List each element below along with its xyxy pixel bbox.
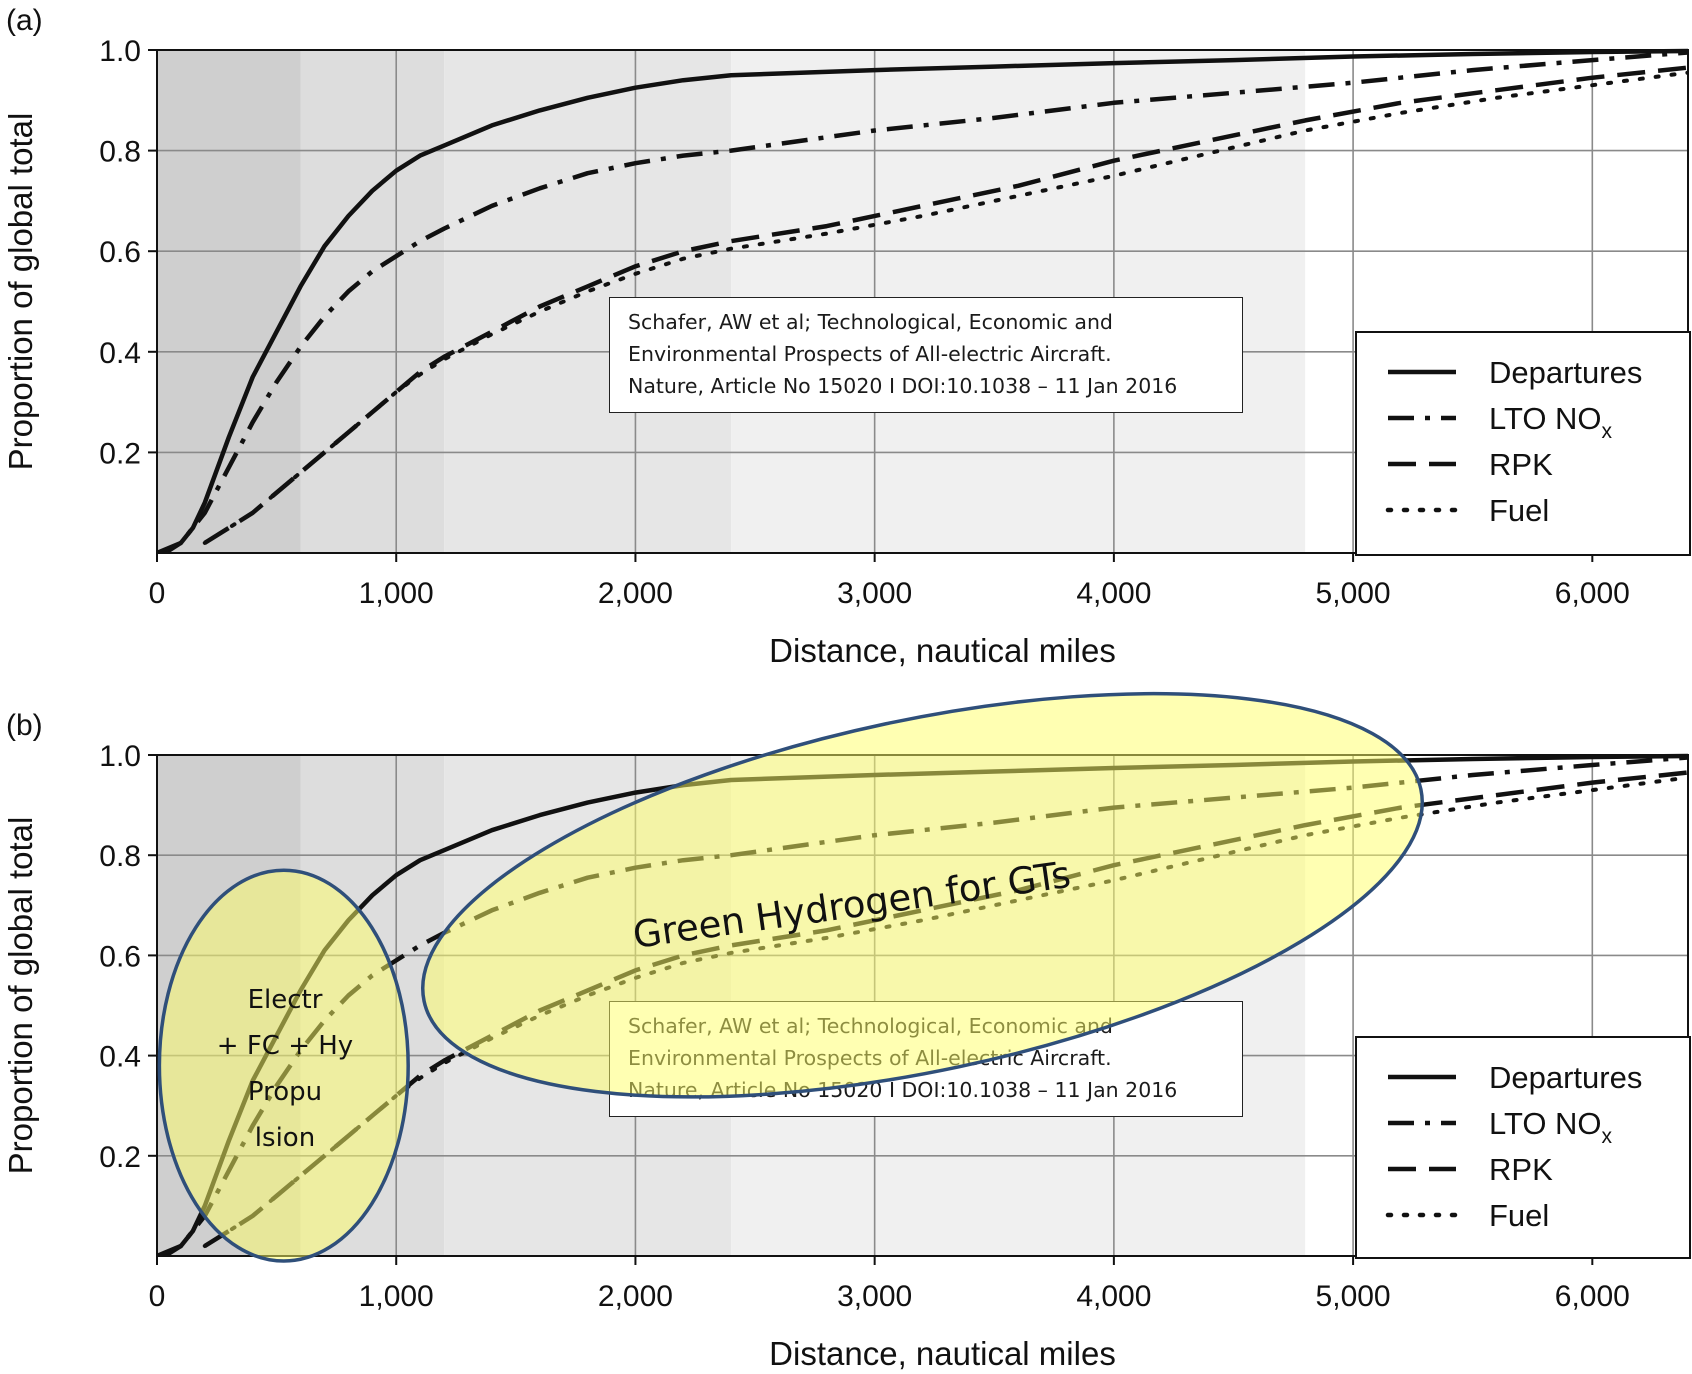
legend-label: RPK <box>1489 447 1553 482</box>
x-axis-title: Distance, nautical miles <box>769 632 1116 669</box>
citation-line-2: Environmental Prospects of All-electric … <box>628 1046 1112 1070</box>
y-axis-title: Proportion of global total <box>2 113 39 471</box>
x-tick-label: 0 <box>149 577 166 610</box>
citation-line-3: Nature, Article No 15020 I DOI:10.1038 –… <box>628 1078 1178 1102</box>
x-tick-label: 5,000 <box>1316 1280 1391 1313</box>
y-tick-label: 0.4 <box>99 1041 141 1074</box>
citation-line-3: Nature, Article No 15020 I DOI:10.1038 –… <box>628 374 1178 398</box>
y-tick-label: 0.4 <box>99 337 141 370</box>
citation-box-a: Schafer, AW et al; Technological, Econom… <box>609 297 1243 413</box>
y-tick-label: 0.6 <box>99 236 141 269</box>
x-tick-label: 3,000 <box>837 577 912 610</box>
x-tick-label: 6,000 <box>1555 1280 1630 1313</box>
x-tick-label: 6,000 <box>1555 577 1630 610</box>
x-tick-label: 2,000 <box>598 1280 673 1313</box>
x-tick-label: 4,000 <box>1076 1280 1151 1313</box>
x-tick-label: 0 <box>149 1280 166 1313</box>
legend-label-subscript: x <box>1602 1125 1613 1148</box>
citation-box-b: Schafer, AW et al; Technological, Econom… <box>609 1001 1243 1117</box>
x-tick-label: 2,000 <box>598 577 673 610</box>
legend-label: Departures <box>1489 1060 1642 1095</box>
series-line-lto-nox <box>157 50 1688 553</box>
y-tick-label: 0.8 <box>99 136 141 169</box>
x-tick-label: 5,000 <box>1316 577 1391 610</box>
background-band <box>157 755 301 1256</box>
y-tick-label: 0.8 <box>99 840 141 873</box>
panel-label: (b) <box>6 709 43 742</box>
citation-line-2: Environmental Prospects of All-electric … <box>628 342 1112 366</box>
panel-label: (a) <box>6 4 43 37</box>
x-tick-label: 1,000 <box>359 1280 434 1313</box>
chart-panel-a: 0 1,000 2,000 3,000 4,000 5,000 6,000 0.2 0.4 0.6… <box>2 4 1691 669</box>
series-line-fuel <box>202 70 1688 545</box>
y-tick-label: 1.0 <box>99 740 141 773</box>
x-tick-label: 4,000 <box>1076 577 1151 610</box>
y-tick-label: 0.2 <box>99 437 141 470</box>
series-line-departures <box>157 48 1688 553</box>
citation-line-1: Schafer, AW et al; Technological, Econom… <box>628 310 1113 334</box>
background-band <box>300 50 445 553</box>
x-axis-title: Distance, nautical miles <box>769 1335 1116 1372</box>
background-band <box>157 50 301 553</box>
plot-frame <box>156 49 1689 554</box>
y-tick-label: 1.0 <box>99 35 141 68</box>
legend-label: Fuel <box>1489 1198 1549 1233</box>
citation-line-1: Schafer, AW et al; Technological, Econom… <box>628 1014 1113 1038</box>
legend-label: RPK <box>1489 1152 1553 1187</box>
background-band <box>300 755 445 1256</box>
x-tick-label: 3,000 <box>837 1280 912 1313</box>
y-tick-label: 0.6 <box>99 940 141 973</box>
legend-label: Departures <box>1489 355 1642 390</box>
series-group <box>157 48 1688 553</box>
legend-label-subscript: x <box>1602 420 1613 443</box>
y-axis-title: Proportion of global total <box>2 817 39 1175</box>
legend-box <box>1355 331 1691 556</box>
x-tick-label: 1,000 <box>359 577 434 610</box>
y-tick-label: 0.2 <box>99 1141 141 1174</box>
legend-label: Fuel <box>1489 493 1549 528</box>
